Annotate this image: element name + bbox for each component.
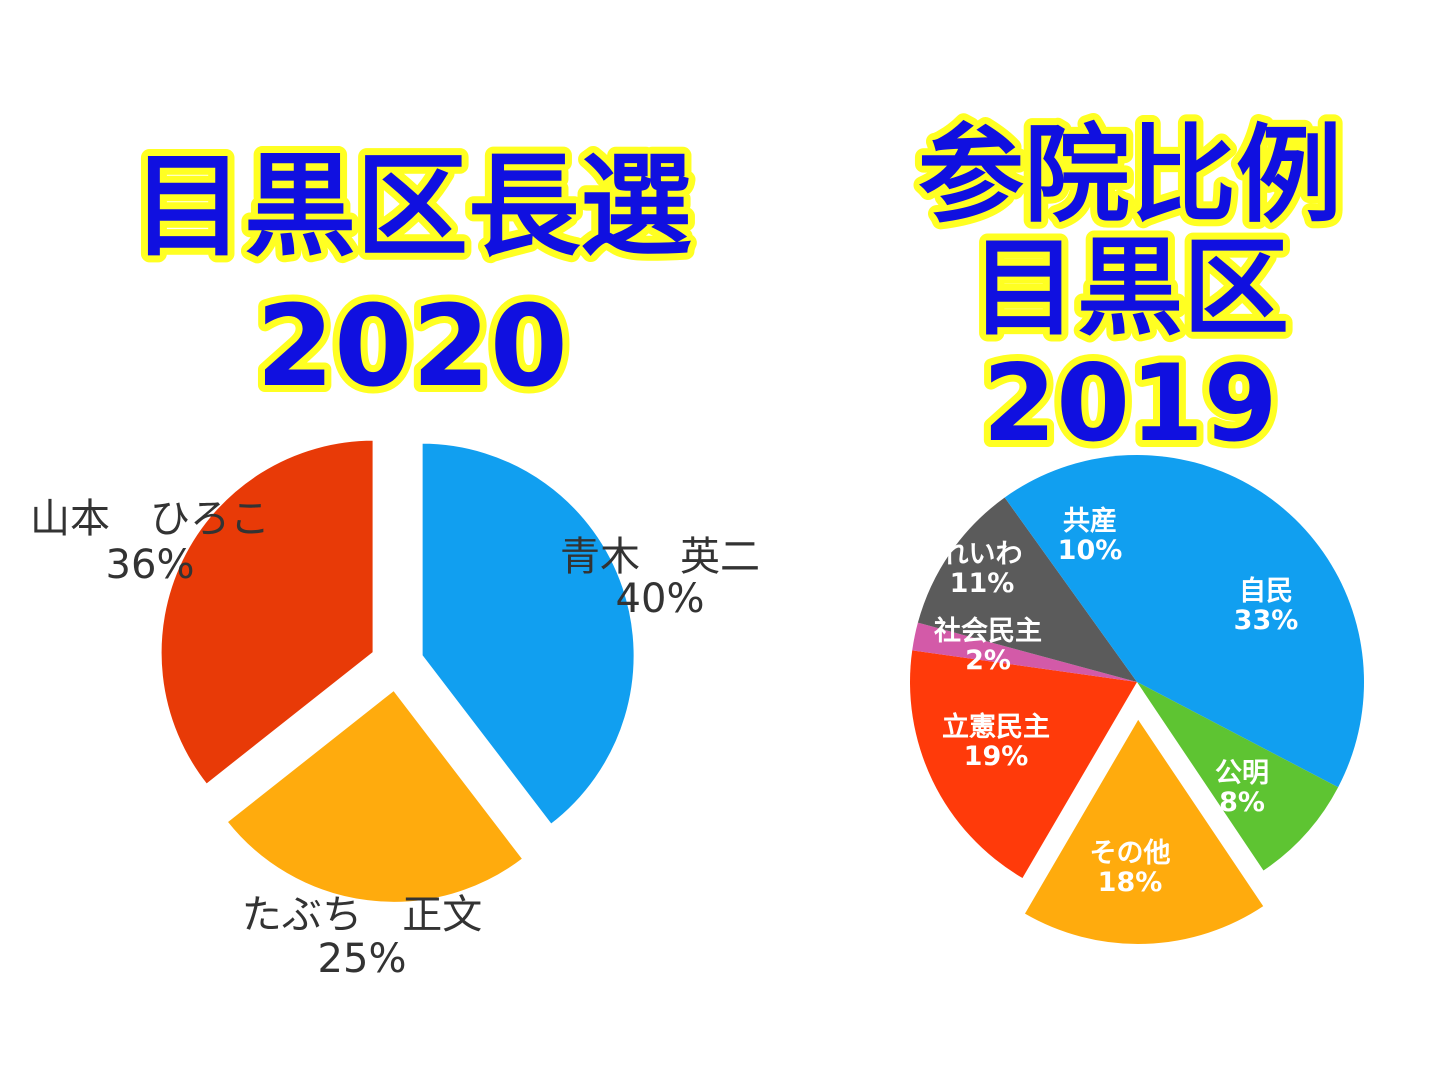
pie-slice bbox=[225, 688, 525, 904]
pie-slice bbox=[1137, 682, 1339, 871]
title-line: 目黒区長選 bbox=[132, 142, 692, 272]
title-line: 目黒区 bbox=[971, 227, 1289, 350]
slice-value-label: 8% bbox=[1219, 787, 1265, 818]
pie-slice bbox=[1004, 455, 1137, 682]
slice-label: 公明 bbox=[1215, 758, 1269, 789]
slice-value-label: 2% bbox=[965, 645, 1011, 676]
slice-value-label: 19% bbox=[964, 741, 1029, 772]
title-line: 2020 bbox=[256, 282, 568, 412]
slice-label: 共産 bbox=[1063, 505, 1117, 537]
slice-value-label: 33% bbox=[1234, 605, 1299, 636]
slice-label: たぶち 正文 bbox=[242, 892, 482, 938]
slice-label: 自民 bbox=[1239, 575, 1293, 607]
slice-label: その他 bbox=[1090, 838, 1171, 869]
title-line: 2019 bbox=[982, 342, 1277, 465]
pie-slice bbox=[420, 441, 636, 827]
slice-value-label: 40% bbox=[616, 576, 705, 622]
slice-label: 青木 英二 bbox=[560, 534, 760, 580]
slice-value-label: 18% bbox=[1098, 867, 1163, 898]
pie-slice bbox=[1022, 716, 1266, 946]
slice-value-label: 25% bbox=[318, 936, 407, 982]
slice-label: れいわ bbox=[942, 539, 1023, 570]
slice-value-label: 11% bbox=[950, 568, 1015, 599]
slice-label: 立憲民主 bbox=[942, 711, 1050, 743]
slice-label: 社会民主 bbox=[934, 615, 1042, 647]
slice-value-label: 10% bbox=[1058, 535, 1123, 566]
slice-label: 山本 ひろこ bbox=[30, 496, 270, 542]
pie-slice bbox=[159, 438, 375, 787]
pie-slice bbox=[1137, 455, 1365, 788]
pie-slice bbox=[912, 622, 1137, 682]
pie-slice bbox=[917, 497, 1137, 682]
title-line: 参院比例 bbox=[918, 114, 1342, 237]
pie-slice bbox=[909, 650, 1137, 878]
slice-value-label: 36% bbox=[106, 542, 195, 588]
